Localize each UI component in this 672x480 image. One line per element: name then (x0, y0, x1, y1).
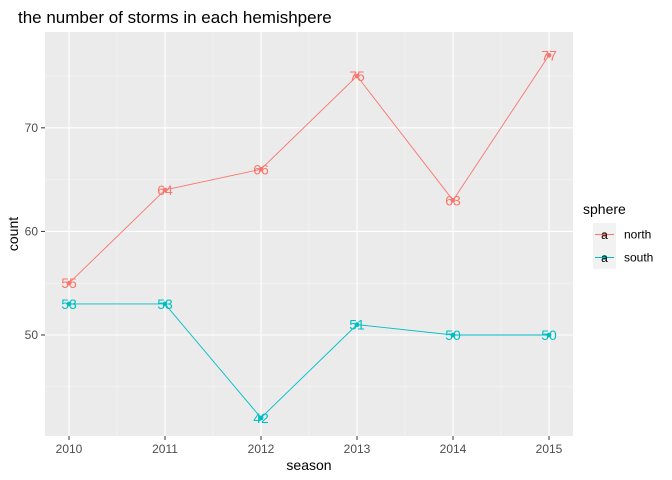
data-label-north: 63 (445, 192, 461, 208)
x-tick-label: 2012 (248, 442, 275, 456)
y-axis-title: count (5, 217, 21, 251)
data-label-north: 77 (541, 47, 557, 63)
legend-key-glyph-north: a (601, 228, 608, 242)
x-tick-label: 2014 (440, 442, 467, 456)
legend-key-glyph-south: a (601, 251, 608, 265)
data-label-south: 53 (157, 296, 173, 312)
y-tick-label: 50 (25, 328, 39, 342)
legend-key-point-south (602, 255, 607, 260)
data-point-south (546, 332, 552, 338)
data-label-south: 51 (349, 317, 365, 333)
legend-label-south: south (624, 251, 653, 265)
legend: sphere a north a south (583, 201, 653, 269)
data-label-north: 66 (253, 161, 269, 177)
y-tick-label: 60 (25, 224, 39, 238)
data-label-south: 42 (253, 410, 269, 426)
data-point-south (66, 301, 72, 307)
chart-title: the number of storms in each hemishpere (18, 8, 332, 27)
data-label-north: 75 (349, 68, 365, 84)
major-gridlines (45, 32, 573, 436)
x-tick-label: 2015 (536, 442, 563, 456)
data-point-north (450, 197, 456, 203)
data-point-south (354, 322, 360, 328)
legend-title: sphere (583, 201, 626, 217)
data-point-north (546, 52, 552, 58)
data-labels: 55 64 66 75 63 77 53 53 42 51 50 50 (61, 47, 557, 426)
data-label-south: 50 (541, 327, 557, 343)
data-point-north (258, 166, 264, 172)
x-tick-label: 2010 (56, 442, 83, 456)
x-tick-label: 2013 (344, 442, 371, 456)
data-label-north: 64 (157, 182, 173, 198)
y-tick-label: 70 (25, 121, 39, 135)
data-label-south: 50 (445, 327, 461, 343)
data-label-south: 53 (61, 296, 77, 312)
series-layer (66, 52, 552, 421)
y-axis: 50 60 70 (25, 121, 45, 342)
data-point-north (354, 73, 360, 79)
series-line-north (68, 55, 550, 284)
x-tick-label: 2011 (152, 442, 178, 456)
x-axis-title: season (286, 457, 331, 473)
legend-label-north: north (624, 228, 651, 242)
data-label-north: 55 (61, 275, 77, 291)
x-axis: 2010 2011 2012 2013 2014 2015 (56, 436, 563, 456)
legend-key-point-north (602, 232, 607, 237)
data-point-south (258, 415, 264, 421)
data-point-south (450, 332, 456, 338)
data-point-north (66, 280, 72, 286)
series-line-south (69, 303, 549, 419)
data-point-north (162, 187, 168, 193)
minor-gridlines (45, 32, 573, 436)
data-point-south (162, 301, 168, 307)
